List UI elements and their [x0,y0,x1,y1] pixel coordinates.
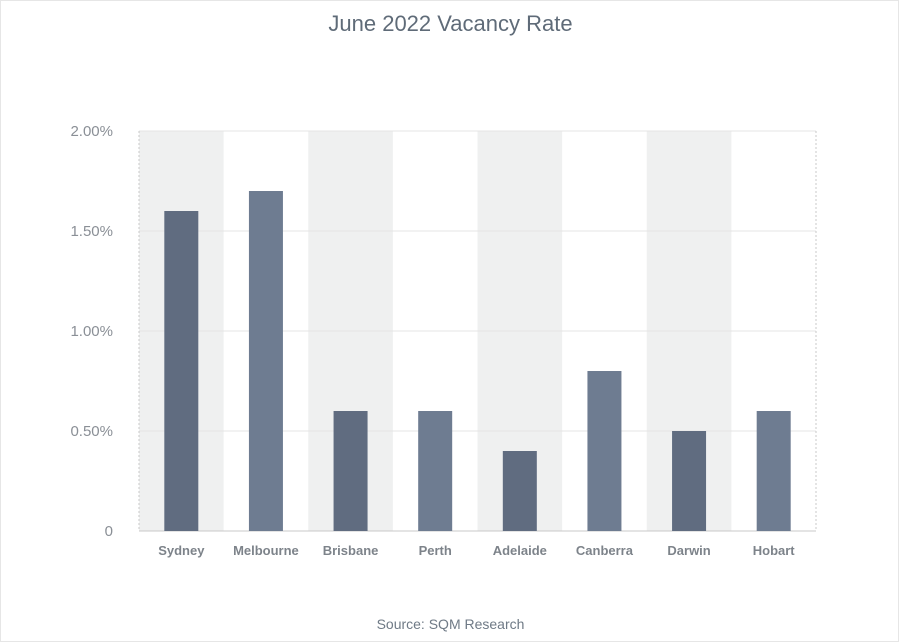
x-tick-label: Brisbane [323,543,379,558]
y-tick-label: 2.00% [70,123,113,140]
chart-title: June 2022 Vacancy Rate [328,11,573,36]
x-tick-label: Canberra [576,543,634,558]
bar-sydney: Sydney: 1.6 [164,211,199,531]
bar-brisbane: Brisbane: 0.6 [333,411,368,531]
y-tick-label: 0 [105,523,113,540]
bar-melbourne: Melbourne: 1.7 [248,191,283,531]
x-tick-label: Darwin [667,543,710,558]
x-axis-ticks: Sydney Melbourne Brisbane Perth Adelaide Canb… [158,543,795,558]
bar-perth: Perth: 0.6 [418,411,453,531]
bar-darwin: Darwin: 0.5 [672,431,707,531]
x-tick-label: Melbourne [233,543,299,558]
source-note: Source: SQM Research [376,616,525,632]
x-tick-label: Adelaide [493,543,547,558]
x-tick-label: Hobart [753,543,796,558]
y-tick-label: 0.50% [70,423,113,440]
bar-adelaide: Adelaide: 0.4 [502,451,537,531]
bar-hobart: Hobart: 0.6 [756,411,791,531]
y-axis-ticks: 0 0.50% 1.00% 1.50% 2.00% [70,123,113,540]
bar-canberra: Canberra: 0.8 [587,371,622,531]
x-tick-label: Perth [419,543,452,558]
y-tick-label: 1.00% [70,323,113,340]
bars: Sydney: 1.6 Melbourne: 1.7 Brisbane: 0.6 Pe… [164,191,791,531]
y-tick-label: 1.50% [70,223,113,240]
x-tick-label: Sydney [158,543,205,558]
